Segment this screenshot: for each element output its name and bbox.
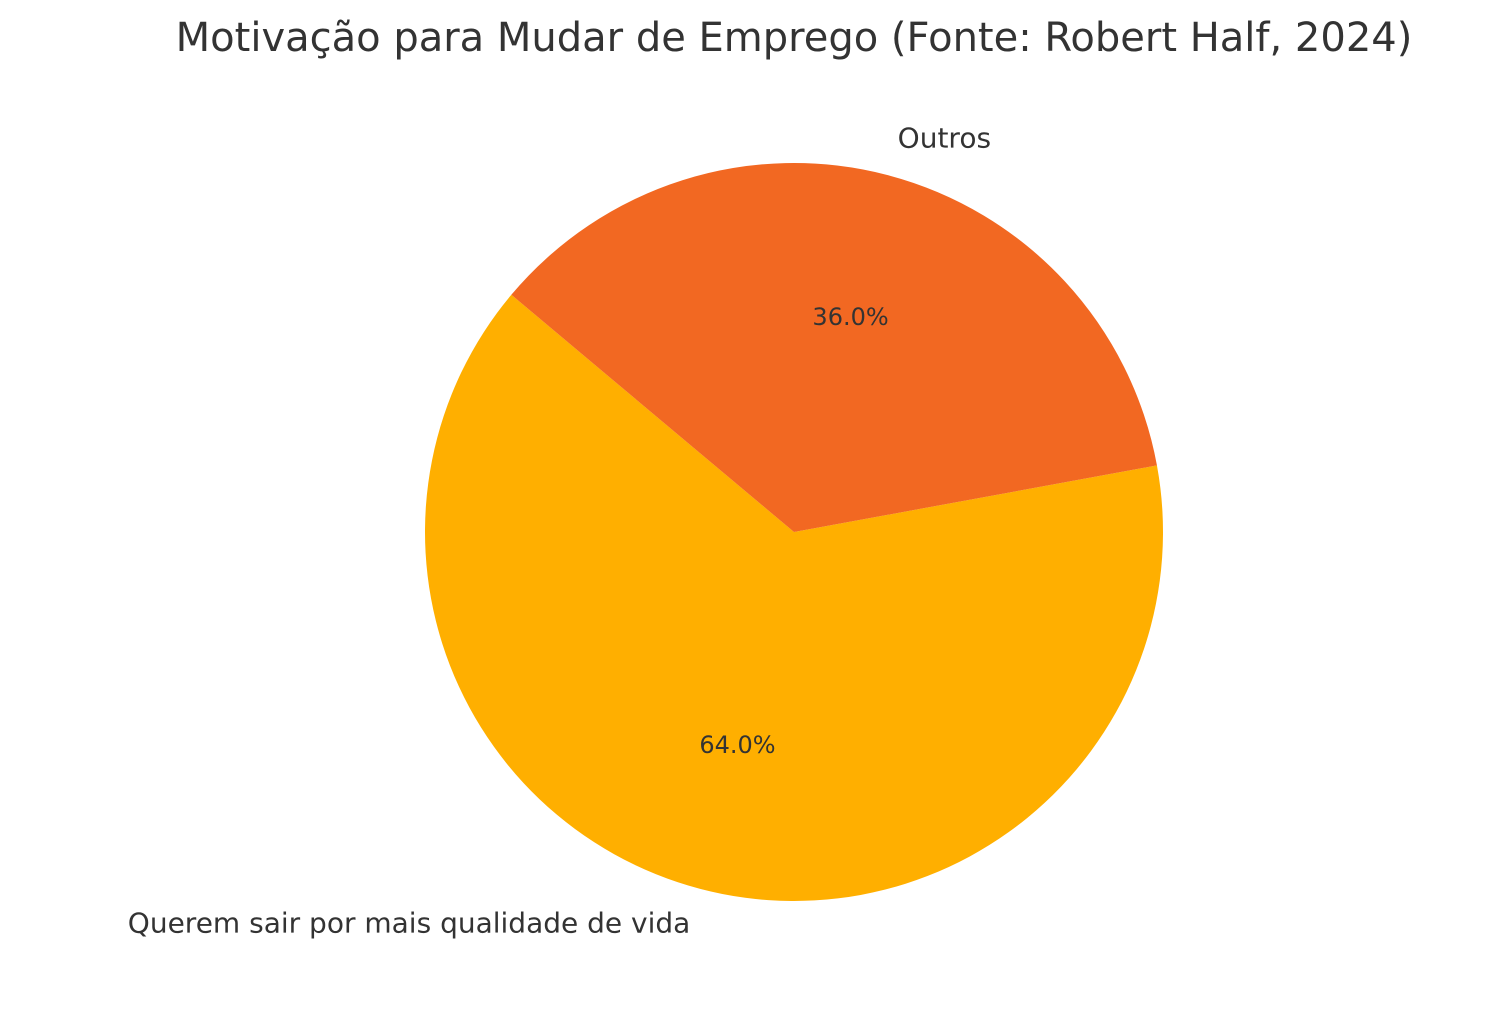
chart-title: Motivação para Mudar de Emprego (Fonte: …	[176, 15, 1413, 61]
pie-slice	[511, 162, 1157, 532]
slice-label: Outros	[898, 122, 991, 155]
percent-label: 36.0%	[812, 303, 888, 331]
percent-label: 64.0%	[699, 731, 775, 759]
slice-label: Querem sair por mais qualidade de vida	[128, 906, 691, 939]
pie-slice	[425, 294, 1163, 901]
